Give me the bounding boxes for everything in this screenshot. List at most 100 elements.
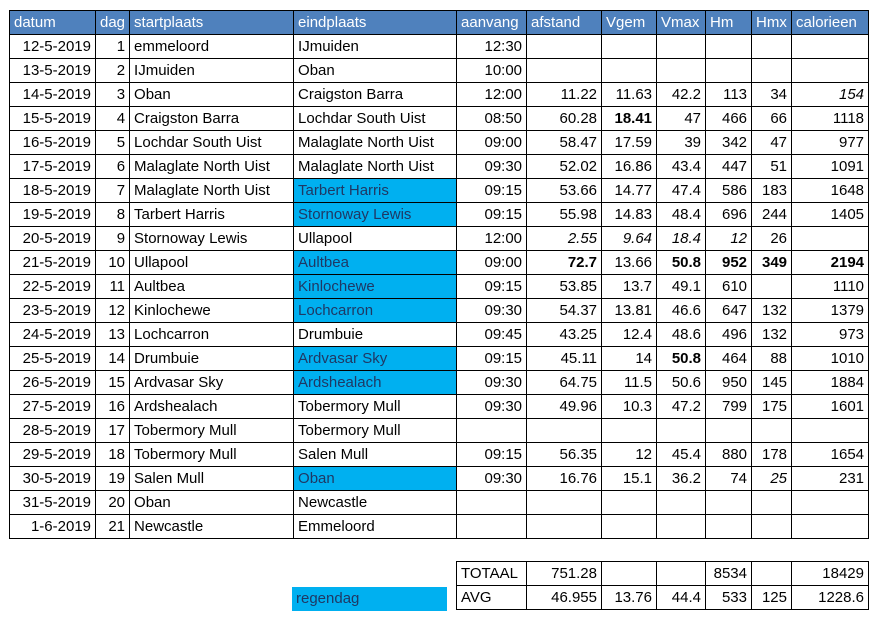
- cell-datum: 18-5-2019: [9, 178, 96, 203]
- cell-eindplaats: Lochcarron: [293, 298, 458, 323]
- cell-hmx: 51: [751, 154, 793, 179]
- cell-calorieen: [791, 58, 870, 83]
- header-dag: dag: [94, 10, 131, 35]
- cell-hm: 610: [705, 274, 753, 299]
- cell-vmax: 50.8: [656, 250, 707, 275]
- cell-vgem: 12: [601, 442, 658, 467]
- cell-calorieen: 973: [791, 322, 870, 347]
- cell-startplaats: Tobermory Mull: [129, 442, 295, 467]
- cell-datum: 29-5-2019: [9, 442, 96, 467]
- cell-aanvang: [456, 418, 528, 443]
- cell-eindplaats: Craigston Barra: [293, 82, 458, 107]
- cell-afstand: 72.7: [526, 250, 603, 275]
- cell-vmax: 39: [656, 130, 707, 155]
- cell-hm: [705, 490, 753, 515]
- cell-datum: 26-5-2019: [9, 370, 96, 395]
- cell-datum: 28-5-2019: [9, 418, 96, 443]
- cell-eindplaats: Ullapool: [293, 226, 458, 251]
- header-startplaats: startplaats: [129, 10, 295, 35]
- cell-vmax: 43.4: [656, 154, 707, 179]
- table-row: 26-5-2019 15 Ardvasar Sky Ardshealach 09:30 6…: [9, 370, 870, 395]
- cell-datum: 13-5-2019: [9, 58, 96, 83]
- cell-hmx: 244: [751, 202, 793, 227]
- cell-startplaats: Oban: [129, 82, 295, 107]
- cell-calorieen: [791, 418, 870, 443]
- cell-vgem: [601, 58, 658, 83]
- cell-dag: 3: [94, 82, 131, 107]
- cell-datum: 20-5-2019: [9, 226, 96, 251]
- cell-calorieen: 231: [791, 466, 870, 491]
- cell-startplaats: Tobermory Mull: [129, 418, 295, 443]
- cell-aanvang: [456, 490, 528, 515]
- cell-vmax: 47: [656, 106, 707, 131]
- cell-aanvang: 09:45: [456, 322, 528, 347]
- cell-vgem: 17.59: [601, 130, 658, 155]
- cell-hm: 880: [705, 442, 753, 467]
- cell-afstand: 64.75: [526, 370, 603, 395]
- cell-hmx: 132: [751, 298, 793, 323]
- cell-aanvang: 10:00: [456, 58, 528, 83]
- cell-vmax: 49.1: [656, 274, 707, 299]
- table-row: 27-5-2019 16 Ardshealach Tobermory Mull 09:3…: [9, 394, 870, 419]
- cell-dag: 1: [94, 34, 131, 59]
- cell-afstand: 43.25: [526, 322, 603, 347]
- table-row: 13-5-2019 2 IJmuiden Oban 10:00: [9, 58, 870, 83]
- table-row: 17-5-2019 6 Malaglate North Uist Malaglate …: [9, 154, 870, 179]
- cell-startplaats: Oban: [129, 490, 295, 515]
- cell-hmx: [751, 274, 793, 299]
- cell-eindplaats: Drumbuie: [293, 322, 458, 347]
- cell-dag: 15: [94, 370, 131, 395]
- table-row: 21-5-2019 10 Ullapool Aultbea 09:00 72.7 13.66…: [9, 250, 870, 275]
- cell-vgem: [601, 490, 658, 515]
- cell-hm: 464: [705, 346, 753, 371]
- cell-datum: 31-5-2019: [9, 490, 96, 515]
- cell-hm: 950: [705, 370, 753, 395]
- header-row: datum dag startplaats eindplaats aanvang…: [9, 10, 870, 35]
- avg-row: AVG 46.955 13.76 44.4 533 125 1228.6: [456, 585, 869, 610]
- cell-aanvang: 09:30: [456, 298, 528, 323]
- cell-aanvang: 09:15: [456, 442, 528, 467]
- cell-startplaats: Lochcarron: [129, 322, 295, 347]
- header-aanvang: aanvang: [456, 10, 528, 35]
- avg-hm: 533: [705, 585, 752, 610]
- summary-table: TOTAAL 751.28 8534 18429 AVG 46.955 13.7…: [456, 561, 869, 610]
- cell-aanvang: 09:15: [456, 202, 528, 227]
- cell-hmx: 132: [751, 322, 793, 347]
- cell-datum: 19-5-2019: [9, 202, 96, 227]
- cell-vmax: 42.2: [656, 82, 707, 107]
- cell-afstand: 53.66: [526, 178, 603, 203]
- cell-calorieen: [791, 34, 870, 59]
- cell-vgem: 13.66: [601, 250, 658, 275]
- table-row: 1-6-2019 21 Newcastle Emmeloord: [9, 514, 870, 539]
- cell-eindplaats: Tobermory Mull: [293, 418, 458, 443]
- cell-vgem: 13.7: [601, 274, 658, 299]
- cell-startplaats: Ullapool: [129, 250, 295, 275]
- cell-calorieen: 1118: [791, 106, 870, 131]
- cell-aanvang: 12:00: [456, 82, 528, 107]
- cell-vmax: [656, 34, 707, 59]
- cell-hmx: 26: [751, 226, 793, 251]
- totaal-vgem: [601, 561, 657, 586]
- cell-aanvang: 09:15: [456, 346, 528, 371]
- cell-datum: 27-5-2019: [9, 394, 96, 419]
- header-hm: Hm: [705, 10, 753, 35]
- cell-eindplaats: Tobermory Mull: [293, 394, 458, 419]
- cell-hmx: 145: [751, 370, 793, 395]
- cell-eindplaats: Lochdar South Uist: [293, 106, 458, 131]
- cell-afstand: 45.11: [526, 346, 603, 371]
- cell-dag: 2: [94, 58, 131, 83]
- cell-afstand: 53.85: [526, 274, 603, 299]
- cell-aanvang: 12:30: [456, 34, 528, 59]
- cell-aanvang: 09:30: [456, 466, 528, 491]
- cell-vgem: 18.41: [601, 106, 658, 131]
- cell-eindplaats: Stornoway Lewis: [293, 202, 458, 227]
- cell-aanvang: 09:30: [456, 394, 528, 419]
- cell-dag: 9: [94, 226, 131, 251]
- cell-hmx: 47: [751, 130, 793, 155]
- cell-eindplaats: Ardshealach: [293, 370, 458, 395]
- cell-hm: [705, 58, 753, 83]
- cell-dag: 17: [94, 418, 131, 443]
- cell-hm: 466: [705, 106, 753, 131]
- cell-hmx: [751, 58, 793, 83]
- cell-hmx: [751, 34, 793, 59]
